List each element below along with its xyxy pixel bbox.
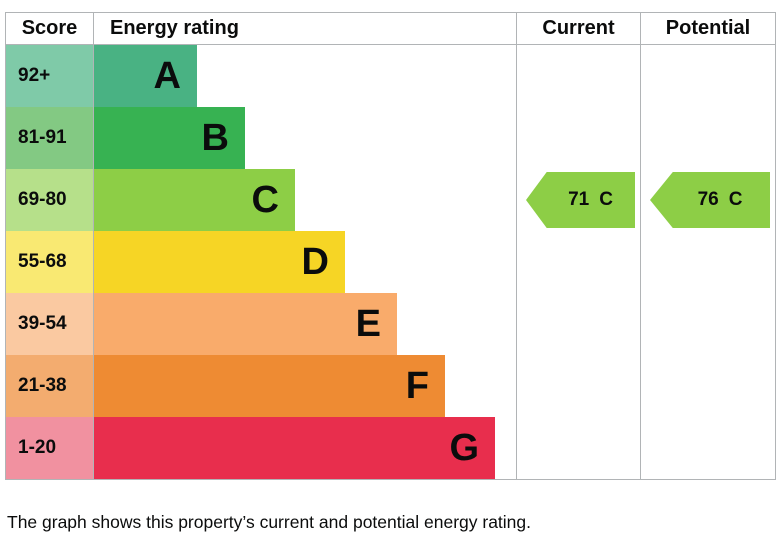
epc-page: Score Energy rating 92+ A 81-91 B xyxy=(5,12,776,532)
potential-column: Potential 76 C xyxy=(641,13,776,479)
rating-column: Score Energy rating 92+ A 81-91 B xyxy=(6,13,517,479)
header-potential: Potential xyxy=(641,13,775,45)
band-letter-e: E xyxy=(355,303,381,345)
band-bar-g: G xyxy=(94,417,495,479)
potential-rating-value: 76 xyxy=(697,189,719,210)
current-column: Current 71 C xyxy=(517,13,641,479)
potential-rating-band: C xyxy=(728,189,743,210)
header-score: Score xyxy=(6,13,94,44)
band-letter-b: B xyxy=(201,117,229,159)
band-letter-c: C xyxy=(251,179,279,221)
chart-header-left: Score Energy rating xyxy=(6,13,516,45)
band-bar-c: C xyxy=(94,169,295,231)
band-score-g: 1-20 xyxy=(6,417,94,479)
band-bar-a: A xyxy=(94,45,197,107)
band-row-g: 1-20 G xyxy=(6,417,516,479)
band-letter-a: A xyxy=(153,55,181,97)
current-marker-area: 71 C xyxy=(517,45,640,479)
band-bar-f: F xyxy=(94,355,445,417)
band-letter-f: F xyxy=(405,365,429,407)
current-rating-arrow: 71 C xyxy=(526,172,635,228)
potential-marker-area: 76 C xyxy=(641,45,775,479)
chart-caption: The graph shows this property’s current … xyxy=(7,512,532,532)
header-current: Current xyxy=(517,13,640,45)
band-row-f: 21-38 F xyxy=(6,355,516,417)
band-letter-d: D xyxy=(301,241,329,283)
band-bar-e: E xyxy=(94,293,397,355)
potential-rating-arrow: 76 C xyxy=(650,172,770,228)
band-row-d: 55-68 D xyxy=(6,231,516,293)
band-rows: 92+ A 81-91 B 69-80 C xyxy=(6,45,516,479)
band-score-e: 39-54 xyxy=(6,293,94,355)
band-score-d: 55-68 xyxy=(6,231,94,293)
band-row-a: 92+ A xyxy=(6,45,516,107)
band-score-b: 81-91 xyxy=(6,107,94,169)
band-score-a: 92+ xyxy=(6,45,94,107)
band-bar-d: D xyxy=(94,231,345,293)
band-row-e: 39-54 E xyxy=(6,293,516,355)
band-score-c: 69-80 xyxy=(6,169,94,231)
current-rating-band: C xyxy=(599,189,613,210)
band-row-b: 81-91 B xyxy=(6,107,516,169)
header-energy-rating: Energy rating xyxy=(110,17,239,39)
current-rating-value: 71 xyxy=(568,189,590,210)
band-score-f: 21-38 xyxy=(6,355,94,417)
epc-chart: Score Energy rating 92+ A 81-91 B xyxy=(5,12,776,480)
band-row-c: 69-80 C xyxy=(6,169,516,231)
band-bar-b: B xyxy=(94,107,245,169)
band-letter-g: G xyxy=(449,427,479,469)
